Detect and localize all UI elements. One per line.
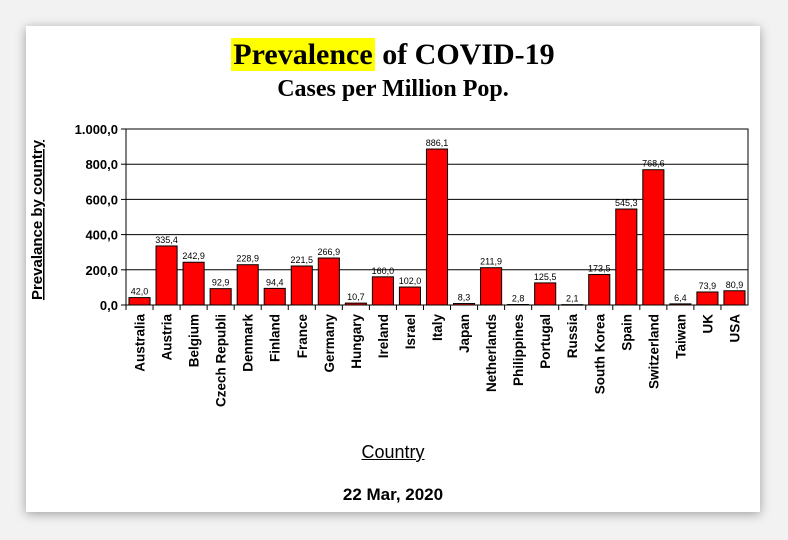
x-tick-label: Japan: [457, 314, 472, 353]
y-tick-label: 400,0: [85, 228, 118, 243]
x-tick-label: UK: [700, 314, 715, 334]
value-labels: 42,0 335,4 242,9 92,9 228,9 94,4 221,5 266,9 10,…: [131, 138, 743, 304]
x-tick-label: France: [295, 314, 310, 359]
plot-frame: [125, 128, 749, 306]
bar-uk: [696, 291, 719, 306]
bar-france: [290, 265, 313, 306]
bar-portugal: [534, 282, 557, 306]
bar-czech-republi: [209, 288, 232, 306]
x-tick-label: Belgium: [187, 314, 202, 367]
x-tick-label: Netherlands: [484, 314, 499, 392]
x-tick-label: Australia: [133, 314, 148, 372]
x-tick-label: South Korea: [592, 314, 607, 395]
y-tick-label: 600,0: [85, 192, 118, 207]
bar-germany: [317, 257, 340, 306]
x-tick-label: Denmark: [241, 314, 256, 372]
y-tick-label: 800,0: [85, 157, 118, 172]
bar-finland: [263, 287, 286, 306]
value-label: 228,9: [236, 254, 259, 264]
x-tick-label: Spain: [619, 314, 634, 351]
chart-title: Prevalence of COVID-19: [68, 38, 718, 72]
value-label: 335,4: [155, 235, 178, 245]
bar-chart: 0,0 200,0 400,0 600,0 800,0 1.000,0 42,0 335,4…: [29, 122, 749, 407]
bar-denmark: [236, 264, 259, 306]
x-tick-label: Russia: [565, 314, 580, 359]
value-label: 886,1: [426, 138, 449, 148]
x-tick-label: Philippines: [511, 314, 526, 386]
bar-austria: [155, 245, 178, 306]
bar-italy: [425, 148, 449, 306]
value-label: 160,0: [372, 266, 395, 276]
x-tick-label: Taiwan: [673, 314, 688, 359]
y-tick-label: 1.000,0: [75, 122, 118, 137]
x-tick-label: Italy: [430, 314, 445, 342]
x-tick-label: Finland: [268, 314, 283, 362]
value-label: 10,7: [347, 292, 365, 302]
y-tick-label: 0,0: [100, 298, 118, 313]
bar-belgium: [182, 261, 205, 306]
value-label: 173,5: [588, 263, 611, 273]
value-label: 221,5: [291, 255, 314, 265]
value-label: 42,0: [131, 287, 149, 297]
x-tick-label: Hungary: [349, 314, 364, 369]
bar-switzerland: [642, 169, 665, 306]
value-label: 545,3: [615, 198, 638, 208]
y-axis-ticks: 0,0 200,0 400,0 600,0 800,0 1.000,0: [75, 122, 126, 313]
value-label: 94,4: [266, 277, 284, 287]
value-label: 211,9: [480, 257, 502, 267]
value-label: 768,6: [642, 159, 665, 169]
x-axis-label: Country: [361, 442, 425, 462]
bar-ireland: [371, 276, 394, 306]
x-tick-label: Israel: [403, 314, 418, 349]
x-tick-label: USA: [727, 314, 742, 343]
y-axis-label: Prevalance by country: [29, 139, 46, 300]
bar-south-korea: [588, 273, 611, 306]
x-tick-label: Germany: [322, 314, 337, 373]
chart-card: Prevalence of COVID-19 Cases per Million…: [26, 26, 760, 512]
value-label: 8,3: [458, 293, 471, 303]
bar-netherlands: [480, 267, 503, 306]
bar-israel: [398, 286, 422, 306]
value-label: 2,8: [512, 294, 525, 304]
value-label: 80,9: [726, 280, 744, 290]
x-tick-label: Switzerland: [646, 314, 661, 389]
x-tick-label: Czech Republi: [214, 314, 229, 407]
x-tick-label: Portugal: [538, 314, 553, 369]
value-label: 6,4: [674, 293, 687, 303]
bars: [128, 148, 746, 306]
value-label: 73,9: [699, 281, 717, 291]
value-label: 125,5: [534, 272, 557, 282]
bar-australia: [128, 297, 151, 306]
value-label: 102,0: [399, 276, 422, 286]
value-label: 92,9: [212, 278, 230, 288]
x-tick-label: Ireland: [376, 314, 391, 358]
value-label: 242,9: [182, 251, 205, 261]
date-footer: 22 Mar, 2020: [342, 485, 444, 504]
x-axis-ticks: Australia Austria Belgium Czech Republi Denm…: [125, 305, 742, 407]
x-tick-label: Austria: [160, 314, 175, 361]
value-label: 266,9: [318, 247, 341, 257]
chart-subtitle: Cases per Million Pop.: [277, 76, 509, 102]
title-rest: of COVID-19: [374, 38, 555, 71]
value-label: 2,1: [566, 294, 579, 304]
bar-usa: [723, 290, 746, 306]
y-tick-label: 200,0: [85, 263, 118, 278]
bar-spain: [615, 208, 638, 306]
title-highlight: Prevalence: [231, 38, 375, 71]
